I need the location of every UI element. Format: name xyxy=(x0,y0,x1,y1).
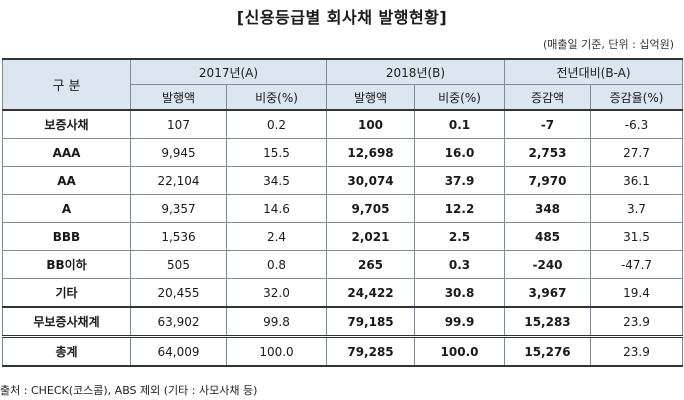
table-cell: 1,536 xyxy=(130,222,227,251)
row-label: AAA xyxy=(2,138,131,167)
table-cell: 0.2 xyxy=(226,109,327,139)
table-cell: 79,285 xyxy=(326,335,415,367)
table-cell: 32.0 xyxy=(226,278,327,308)
subheader-amount-2017: 발행액 xyxy=(130,84,227,111)
table-cell: 15,283 xyxy=(504,306,591,337)
table-cell: 23.9 xyxy=(589,335,684,367)
table-row: A 9,357 14.6 9,705 12.2 348 3.7 xyxy=(2,194,684,223)
table-row: BB이하 505 0.8 265 0.3 -240 -47.7 xyxy=(2,250,684,279)
table-cell: 23.9 xyxy=(589,306,684,337)
table-cell: 9,357 xyxy=(130,194,227,223)
table-cell: 485 xyxy=(504,222,591,251)
subheader-amount-2018: 발행액 xyxy=(326,84,415,111)
table-row: AAA 9,945 15.5 12,698 16.0 2,753 27.7 xyxy=(2,138,684,167)
table-cell: 265 xyxy=(326,250,415,279)
table-cell: 3.7 xyxy=(589,194,684,223)
row-label: 기타 xyxy=(2,278,131,308)
table-row: 기타 20,455 32.0 24,422 30.8 3,967 19.4 xyxy=(2,278,684,308)
table-cell: 15.5 xyxy=(226,138,327,167)
row-label: 무보증사채계 xyxy=(2,306,131,337)
table-cell: -6.3 xyxy=(589,109,684,139)
table-cell: 107 xyxy=(130,109,227,139)
source-note: 출처 : CHECK(코스콤), ABS 제외 (기타 : 사모사채 등) xyxy=(0,384,258,397)
table-cell: 2,021 xyxy=(326,222,415,251)
row-label: AA xyxy=(2,166,131,195)
table-cell: 0.8 xyxy=(226,250,327,279)
table-cell: 348 xyxy=(504,194,591,223)
table-cell: -47.7 xyxy=(589,250,684,279)
subheader-share-2018: 비중(%) xyxy=(414,84,505,111)
table-cell: 100.0 xyxy=(226,335,327,367)
table-cell: -7 xyxy=(504,109,591,139)
row-label: 총계 xyxy=(2,335,131,367)
table-cell: 0.1 xyxy=(414,109,505,139)
table-cell: 14.6 xyxy=(226,194,327,223)
table-row: 보증사채 107 0.2 100 0.1 -7 -6.3 xyxy=(2,109,684,139)
subheader-change: 증감액 xyxy=(504,84,591,111)
table-cell: 15,276 xyxy=(504,335,591,367)
subheader-change-rate: 증감율(%) xyxy=(589,84,684,111)
table-cell: 64,009 xyxy=(130,335,227,367)
table-cell: 100.0 xyxy=(414,335,505,367)
table-row: AA 22,104 34.5 30,074 37.9 7,970 36.1 xyxy=(2,166,684,195)
table-cell: 2,753 xyxy=(504,138,591,167)
header-2018: 2018년(B) xyxy=(326,58,505,85)
row-label: A xyxy=(2,194,131,223)
table-cell: 7,970 xyxy=(504,166,591,195)
table-cell: 2.5 xyxy=(414,222,505,251)
subheader-share-2017: 비중(%) xyxy=(226,84,327,111)
table-cell: 9,945 xyxy=(130,138,227,167)
bond-issuance-table: 구 분 2017년(A) 2018년(B) 전년대비(B-A) 발행액 비중(%… xyxy=(2,58,684,367)
table-cell: -240 xyxy=(504,250,591,279)
table-cell: 99.9 xyxy=(414,306,505,337)
table-cell: 16.0 xyxy=(414,138,505,167)
table-cell: 20,455 xyxy=(130,278,227,308)
row-label: 보증사채 xyxy=(2,109,131,139)
table-cell: 12,698 xyxy=(326,138,415,167)
table-cell: 27.7 xyxy=(589,138,684,167)
table-cell: 0.3 xyxy=(414,250,505,279)
row-label: BB이하 xyxy=(2,250,131,279)
table-cell: 2.4 xyxy=(226,222,327,251)
unit-note: (매출일 기준, 단위 : 십억원) xyxy=(543,38,674,51)
row-label: BBB xyxy=(2,222,131,251)
table-row: BBB 1,536 2.4 2,021 2.5 485 31.5 xyxy=(2,222,684,251)
table-cell: 37.9 xyxy=(414,166,505,195)
table-cell: 24,422 xyxy=(326,278,415,308)
table-cell: 99.8 xyxy=(226,306,327,337)
header-yoy: 전년대비(B-A) xyxy=(503,58,684,85)
table-row: 총계 64,009 100.0 79,285 100.0 15,276 23.9 xyxy=(2,335,684,367)
table-cell: 22,104 xyxy=(130,166,227,195)
table-cell: 79,185 xyxy=(326,306,415,337)
table-cell: 31.5 xyxy=(589,222,684,251)
table-title: [신용등급별 회사채 발행현황] xyxy=(236,8,448,27)
table-cell: 505 xyxy=(130,250,227,279)
table-cell: 12.2 xyxy=(414,194,505,223)
table-cell: 30,074 xyxy=(326,166,415,195)
header-category: 구 분 xyxy=(2,58,131,111)
table-cell: 3,967 xyxy=(504,278,591,308)
header-2017: 2017년(A) xyxy=(130,58,327,85)
table-cell: 34.5 xyxy=(226,166,327,195)
table-cell: 36.1 xyxy=(589,166,684,195)
table-cell: 30.8 xyxy=(414,278,505,308)
table-cell: 19.4 xyxy=(589,278,684,308)
table-cell: 63,902 xyxy=(130,306,227,337)
table-cell: 100 xyxy=(326,109,415,139)
table-row: 무보증사채계 63,902 99.8 79,185 99.9 15,283 23.9 xyxy=(2,306,684,337)
table-cell: 9,705 xyxy=(326,194,415,223)
